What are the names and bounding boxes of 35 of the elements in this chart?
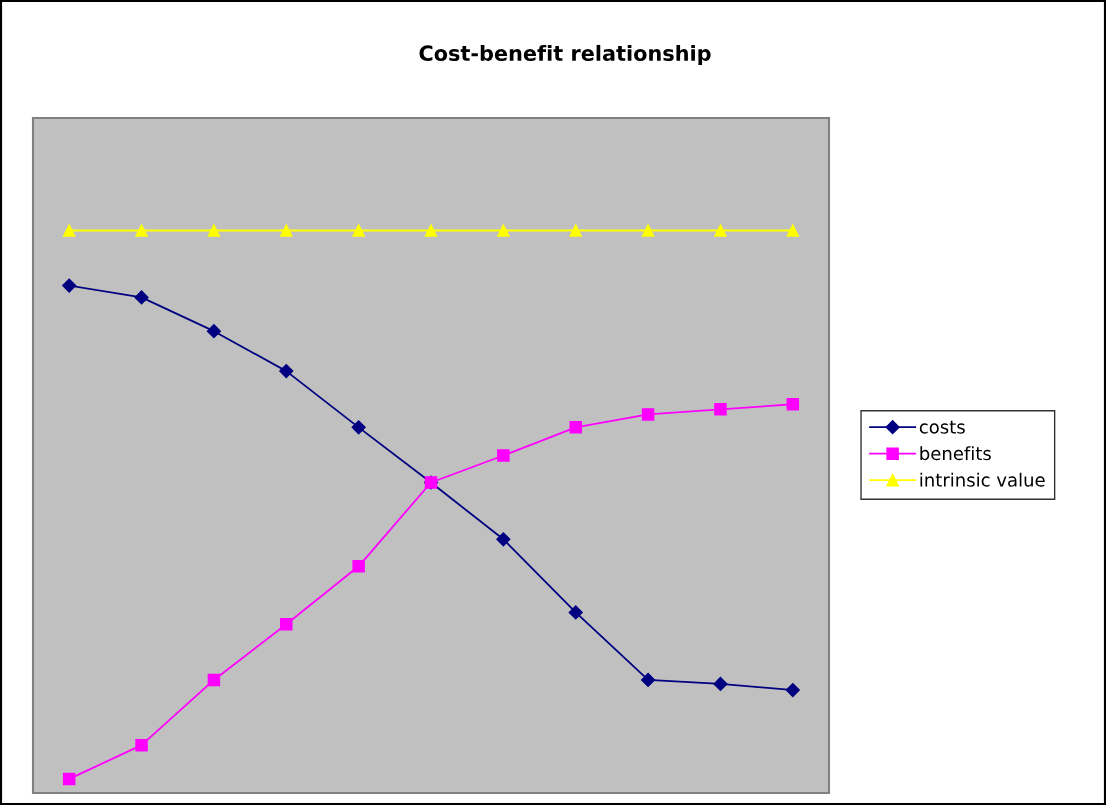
point [496,532,511,547]
chart-title: Cost-benefit relationship [419,44,711,66]
point [352,224,365,237]
point [497,224,510,237]
point [207,673,221,687]
point [569,224,582,237]
point [135,224,148,237]
point [135,738,148,752]
point [207,224,221,237]
point [62,278,77,293]
point [786,398,800,411]
point [206,324,221,339]
point [641,672,656,688]
point [714,224,727,237]
point [714,403,727,416]
legend-label: costs [919,420,965,434]
point [641,224,655,237]
point [280,617,293,631]
point [280,224,293,237]
point [352,560,365,573]
point [568,605,583,620]
point [641,408,655,421]
point [785,682,800,698]
legend-label: intrinsic value [920,472,1045,487]
point [713,676,728,691]
legend-label: benefits [920,446,991,461]
point [62,772,76,786]
point [497,449,510,462]
point [279,364,294,379]
point [351,420,366,435]
point [62,224,76,237]
point [134,290,149,305]
point [424,224,438,237]
point [569,421,582,434]
point [786,224,800,237]
